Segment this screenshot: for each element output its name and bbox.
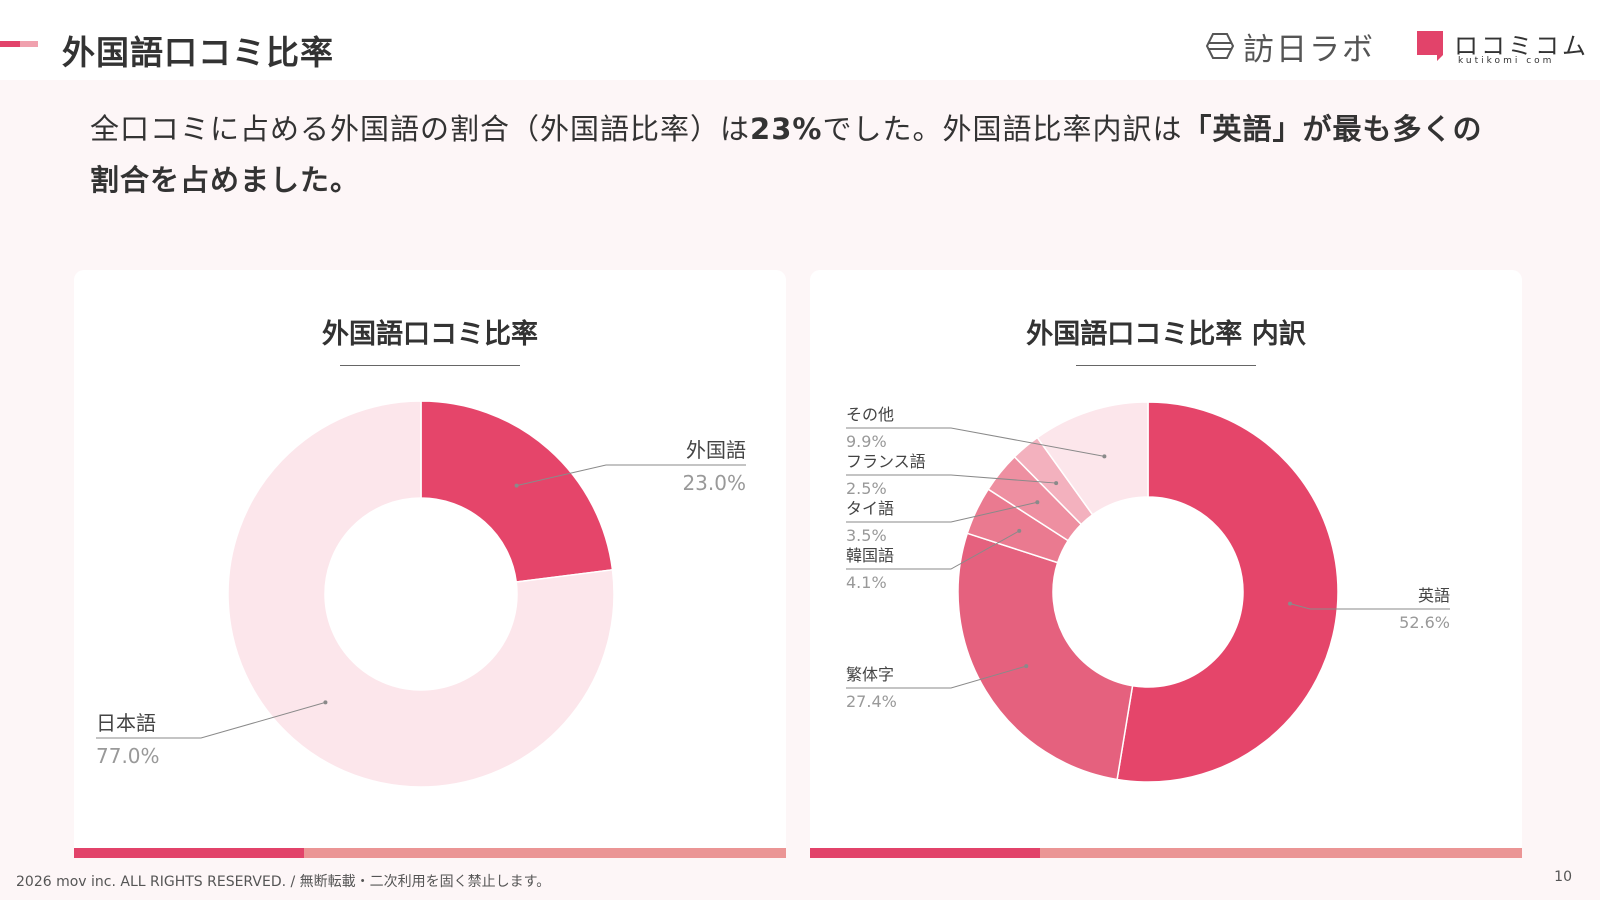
chart-title-underline	[340, 365, 520, 366]
slice-value-label: 77.0%	[96, 744, 160, 768]
donut-chart-foreign-ratio: 外国語 23.0% 日本語 77.0%	[96, 400, 746, 788]
leader-line	[846, 427, 1105, 457]
slice-label: 繁体字	[846, 665, 894, 684]
slice-value-label: 2.5%	[846, 479, 887, 498]
card-bottom-bar-strong	[74, 848, 304, 858]
footer-copyright: 2026 mov inc. ALL RIGHTS RESERVED. / 無断転…	[16, 874, 551, 890]
houjin-hexagon-icon	[1205, 33, 1235, 59]
page-number: 10	[1554, 869, 1572, 885]
card-bottom-bar	[74, 848, 786, 858]
leader-dot	[514, 483, 519, 488]
leader-dot	[1102, 454, 1107, 459]
top-bar: 外国語口コミ比率 訪日ラボ ロコミコム kutikomi com	[0, 0, 1600, 80]
leader-line	[846, 501, 1038, 523]
slice-value-label: 52.6%	[1399, 613, 1450, 632]
leader-dot	[1035, 500, 1040, 505]
chart-title-foreign-ratio: 外国語口コミ比率	[322, 319, 538, 350]
slice-value-label: 27.4%	[846, 692, 897, 711]
donut-chart-foreign-breakdown: 英語 52.6% 繁体字 27.4% 韓国語 4.1% タイ語 3.5% フランス語 2.5% その…	[846, 401, 1450, 783]
leader-line	[1289, 603, 1450, 610]
logo-houjin-labo: 訪日ラボ	[1205, 26, 1375, 68]
chart-title-underline	[1076, 365, 1256, 366]
leader-line	[516, 464, 746, 487]
slice-value-label: 3.5%	[846, 526, 887, 545]
accent-mark-strong	[0, 41, 20, 47]
card-bottom-bar	[810, 848, 1522, 858]
kuchikomi-logo-subtext: kutikomi com	[1458, 56, 1555, 66]
donut-slice	[227, 400, 615, 788]
chart-title-foreign-breakdown: 外国語口コミ比率 内訳	[1026, 319, 1306, 350]
slice-label: 外国語	[686, 438, 746, 462]
leader-dot	[1054, 481, 1059, 486]
kuchikomi-speech-icon	[1417, 31, 1443, 61]
accent-mark-light	[20, 41, 38, 47]
donut-slice	[1116, 401, 1339, 783]
summary-part1: 全口コミに占める外国語の割合（外国語比率）は	[90, 112, 751, 146]
summary-bold-english: 「英語」が最も多くの割合を占めました。	[90, 112, 1483, 197]
slice-value-label: 9.9%	[846, 432, 887, 451]
summary-bold-ratio: 23%	[750, 112, 823, 146]
donut-slice	[420, 400, 614, 583]
slice-value-label: 4.1%	[846, 573, 887, 592]
card-bottom-bar-light	[1040, 848, 1522, 858]
slice-label: 日本語	[96, 711, 156, 735]
leader-line	[96, 701, 326, 739]
slice-label: タイ語	[846, 499, 894, 518]
donut-slice	[1036, 401, 1149, 516]
slice-label: 韓国語	[846, 546, 894, 565]
card-bottom-bar-light	[304, 848, 786, 858]
kuchikomi-logo-text: ロコミコム	[1454, 32, 1589, 60]
summary-text: 全口コミに占める外国語の割合（外国語比率）は23%でした。外国語比率内訳は「英語…	[90, 104, 1510, 206]
chart-card-foreign-ratio: 外国語口コミ比率 外国語 23.0% 日本語 77.0%	[74, 270, 786, 858]
houjin-logo-text: 訪日ラボ	[1243, 31, 1375, 68]
slice-label: 英語	[1418, 586, 1450, 605]
slice-value-label: 23.0%	[682, 471, 746, 495]
summary-part2: でした。外国語比率内訳は	[822, 112, 1183, 146]
leader-line	[846, 665, 1027, 689]
chart-card-foreign-breakdown: 外国語口コミ比率 内訳 英語 52.6% 繁体字 27.4% 韓国語 4.1% タイ語 3.5…	[810, 270, 1522, 858]
leader-dot	[1288, 601, 1293, 606]
title-accent-mark	[0, 41, 38, 47]
leader-dot	[323, 700, 328, 705]
leader-line	[846, 530, 1020, 570]
card-bottom-bar-strong	[810, 848, 1040, 858]
slice-label: フランス語	[846, 452, 926, 471]
leader-line	[846, 474, 1057, 484]
page-title: 外国語口コミ比率	[62, 33, 334, 72]
leader-dot	[1024, 664, 1029, 669]
donut-slice	[957, 532, 1134, 781]
slice-label: その他	[846, 405, 894, 424]
leader-dot	[1017, 528, 1022, 533]
